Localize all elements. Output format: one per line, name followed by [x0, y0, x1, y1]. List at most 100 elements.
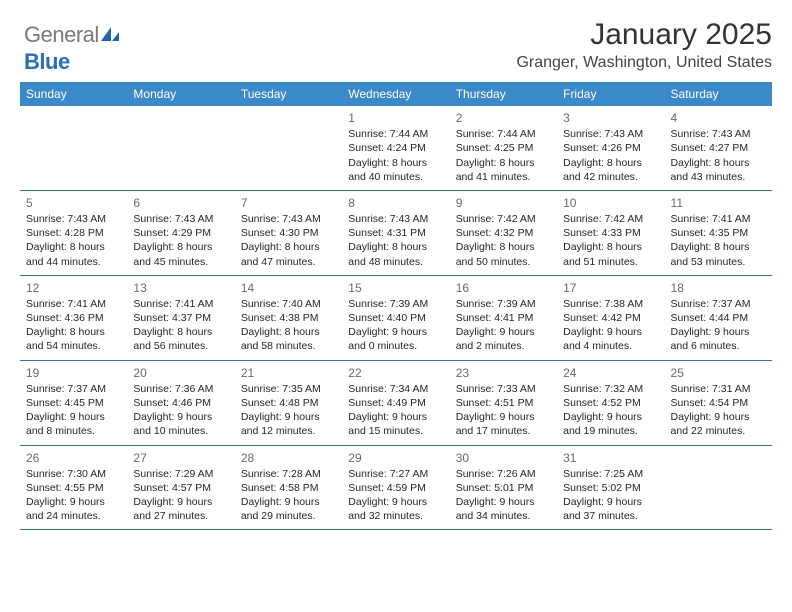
day-number: 26: [26, 450, 121, 466]
header: January 2025 Granger, Washington, United…: [20, 18, 772, 72]
daylight-line: Daylight: 8 hours and 48 minutes.: [348, 240, 443, 268]
day-number: 22: [348, 365, 443, 381]
day-cell: 21Sunrise: 7:35 AMSunset: 4:48 PMDayligh…: [235, 361, 342, 445]
day-cell: 29Sunrise: 7:27 AMSunset: 4:59 PMDayligh…: [342, 446, 449, 530]
day-header: Saturday: [665, 82, 772, 106]
sunrise-line: Sunrise: 7:40 AM: [241, 297, 336, 311]
day-cell: 7Sunrise: 7:43 AMSunset: 4:30 PMDaylight…: [235, 191, 342, 275]
sunset-line: Sunset: 4:33 PM: [563, 226, 658, 240]
day-cell: 28Sunrise: 7:28 AMSunset: 4:58 PMDayligh…: [235, 446, 342, 530]
day-number: 28: [241, 450, 336, 466]
daylight-line: Daylight: 9 hours and 37 minutes.: [563, 495, 658, 523]
day-cell: 3Sunrise: 7:43 AMSunset: 4:26 PMDaylight…: [557, 106, 664, 190]
daylight-line: Daylight: 8 hours and 50 minutes.: [456, 240, 551, 268]
day-number: 6: [133, 195, 228, 211]
day-number: 23: [456, 365, 551, 381]
empty-cell: [127, 106, 234, 190]
day-number: 9: [456, 195, 551, 211]
calendar: SundayMondayTuesdayWednesdayThursdayFrid…: [20, 82, 772, 530]
sunset-line: Sunset: 4:37 PM: [133, 311, 228, 325]
sunrise-line: Sunrise: 7:42 AM: [563, 212, 658, 226]
day-number: 8: [348, 195, 443, 211]
day-cell: 18Sunrise: 7:37 AMSunset: 4:44 PMDayligh…: [665, 276, 772, 360]
sunrise-line: Sunrise: 7:43 AM: [563, 127, 658, 141]
daylight-line: Daylight: 9 hours and 29 minutes.: [241, 495, 336, 523]
day-cell: 15Sunrise: 7:39 AMSunset: 4:40 PMDayligh…: [342, 276, 449, 360]
empty-cell: [235, 106, 342, 190]
sunset-line: Sunset: 4:44 PM: [671, 311, 766, 325]
sunset-line: Sunset: 4:32 PM: [456, 226, 551, 240]
day-header: Thursday: [450, 82, 557, 106]
day-cell: 19Sunrise: 7:37 AMSunset: 4:45 PMDayligh…: [20, 361, 127, 445]
week-row: 12Sunrise: 7:41 AMSunset: 4:36 PMDayligh…: [20, 276, 772, 361]
sunset-line: Sunset: 4:25 PM: [456, 141, 551, 155]
sunset-line: Sunset: 4:45 PM: [26, 396, 121, 410]
week-row: 5Sunrise: 7:43 AMSunset: 4:28 PMDaylight…: [20, 191, 772, 276]
daylight-line: Daylight: 8 hours and 54 minutes.: [26, 325, 121, 353]
sunset-line: Sunset: 4:49 PM: [348, 396, 443, 410]
sunset-line: Sunset: 4:46 PM: [133, 396, 228, 410]
day-cell: 6Sunrise: 7:43 AMSunset: 4:29 PMDaylight…: [127, 191, 234, 275]
sunset-line: Sunset: 4:27 PM: [671, 141, 766, 155]
day-header: Tuesday: [235, 82, 342, 106]
daylight-line: Daylight: 8 hours and 58 minutes.: [241, 325, 336, 353]
sunset-line: Sunset: 4:31 PM: [348, 226, 443, 240]
sail-icon: [99, 23, 121, 49]
sunset-line: Sunset: 4:48 PM: [241, 396, 336, 410]
daylight-line: Daylight: 8 hours and 42 minutes.: [563, 156, 658, 184]
sunrise-line: Sunrise: 7:43 AM: [671, 127, 766, 141]
daylight-line: Daylight: 9 hours and 2 minutes.: [456, 325, 551, 353]
day-number: 3: [563, 110, 658, 126]
location: Granger, Washington, United States: [20, 54, 772, 72]
sunrise-line: Sunrise: 7:37 AM: [671, 297, 766, 311]
sunset-line: Sunset: 4:28 PM: [26, 226, 121, 240]
week-row: 19Sunrise: 7:37 AMSunset: 4:45 PMDayligh…: [20, 361, 772, 446]
day-number: 5: [26, 195, 121, 211]
sunrise-line: Sunrise: 7:28 AM: [241, 467, 336, 481]
day-cell: 10Sunrise: 7:42 AMSunset: 4:33 PMDayligh…: [557, 191, 664, 275]
day-number: 21: [241, 365, 336, 381]
daylight-line: Daylight: 8 hours and 47 minutes.: [241, 240, 336, 268]
day-number: 13: [133, 280, 228, 296]
daylight-line: Daylight: 9 hours and 0 minutes.: [348, 325, 443, 353]
sunrise-line: Sunrise: 7:36 AM: [133, 382, 228, 396]
daylight-line: Daylight: 9 hours and 4 minutes.: [563, 325, 658, 353]
daylight-line: Daylight: 8 hours and 53 minutes.: [671, 240, 766, 268]
daylight-line: Daylight: 8 hours and 51 minutes.: [563, 240, 658, 268]
day-cell: 31Sunrise: 7:25 AMSunset: 5:02 PMDayligh…: [557, 446, 664, 530]
sunrise-line: Sunrise: 7:43 AM: [133, 212, 228, 226]
empty-cell: [665, 446, 772, 530]
daylight-line: Daylight: 9 hours and 12 minutes.: [241, 410, 336, 438]
day-cell: 20Sunrise: 7:36 AMSunset: 4:46 PMDayligh…: [127, 361, 234, 445]
sunrise-line: Sunrise: 7:44 AM: [456, 127, 551, 141]
sunrise-line: Sunrise: 7:43 AM: [26, 212, 121, 226]
daylight-line: Daylight: 8 hours and 45 minutes.: [133, 240, 228, 268]
day-number: 29: [348, 450, 443, 466]
day-cell: 16Sunrise: 7:39 AMSunset: 4:41 PMDayligh…: [450, 276, 557, 360]
day-number: 16: [456, 280, 551, 296]
daylight-line: Daylight: 8 hours and 56 minutes.: [133, 325, 228, 353]
sunrise-line: Sunrise: 7:29 AM: [133, 467, 228, 481]
day-number: 17: [563, 280, 658, 296]
sunset-line: Sunset: 4:38 PM: [241, 311, 336, 325]
day-number: 11: [671, 195, 766, 211]
sunset-line: Sunset: 4:42 PM: [563, 311, 658, 325]
logo-text: General Blue: [24, 22, 121, 75]
logo-word-a: General: [24, 22, 99, 47]
sunrise-line: Sunrise: 7:43 AM: [241, 212, 336, 226]
sunset-line: Sunset: 4:52 PM: [563, 396, 658, 410]
day-cell: 22Sunrise: 7:34 AMSunset: 4:49 PMDayligh…: [342, 361, 449, 445]
daylight-line: Daylight: 9 hours and 8 minutes.: [26, 410, 121, 438]
daylight-line: Daylight: 8 hours and 41 minutes.: [456, 156, 551, 184]
daylight-line: Daylight: 9 hours and 34 minutes.: [456, 495, 551, 523]
sunrise-line: Sunrise: 7:32 AM: [563, 382, 658, 396]
month-title: January 2025: [20, 18, 772, 52]
week-row: 1Sunrise: 7:44 AMSunset: 4:24 PMDaylight…: [20, 106, 772, 191]
day-number: 27: [133, 450, 228, 466]
sunrise-line: Sunrise: 7:37 AM: [26, 382, 121, 396]
day-cell: 12Sunrise: 7:41 AMSunset: 4:36 PMDayligh…: [20, 276, 127, 360]
sunrise-line: Sunrise: 7:39 AM: [456, 297, 551, 311]
day-cell: 17Sunrise: 7:38 AMSunset: 4:42 PMDayligh…: [557, 276, 664, 360]
daylight-line: Daylight: 9 hours and 32 minutes.: [348, 495, 443, 523]
daylight-line: Daylight: 9 hours and 10 minutes.: [133, 410, 228, 438]
